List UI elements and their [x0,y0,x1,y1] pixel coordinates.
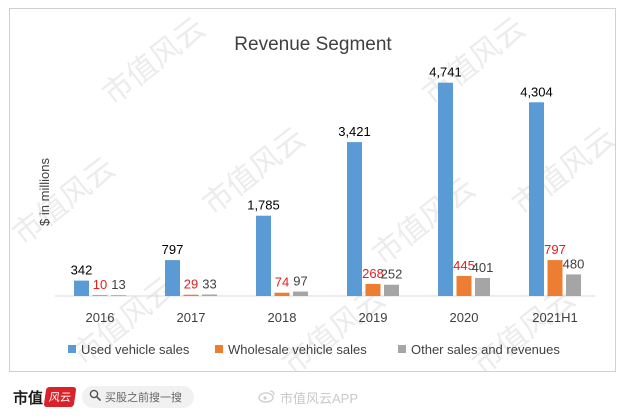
search-placeholder: 买股之前搜一搜 [105,392,182,404]
app-name: 市值风云APP [280,391,359,406]
x-tick-2016: 2016 [86,310,115,325]
data-label-used-vehicle-sales-2020: 4,741 [429,65,462,80]
bar-wholesale-vehicle-sales-2018 [274,292,290,296]
y-axis-label: $ in millions [37,158,52,226]
chart-frame: 市值风云 市值风云 市值风云 市值风云 市值风云 市值风云 市值风云 市值风云 市值风云 Rev… [7,8,622,382]
data-label-used-vehicle-sales-2019: 3,421 [338,124,371,139]
data-label-other-sales-2020: 401 [472,260,494,275]
data-label-used-vehicle-sales-2021H1: 4,304 [520,84,553,99]
legend-swatch-used-vehicle-sales [68,345,76,353]
watermark-text: 市值风云 [367,172,482,272]
footer-bar: 市值 风云 买股之前搜一搜 市值风云APP [0,378,626,416]
data-label-other-sales-2017: 33 [202,277,216,292]
app-watermark: 市值风云APP [258,388,358,407]
bar-other-sales-2019 [384,284,399,296]
bar-other-sales-2017 [202,294,217,296]
legend-label-other-sales: Other sales and revenues [411,342,560,357]
legend-label-wholesale-vehicle-sales: Wholesale vehicle sales [228,342,367,357]
bar-wholesale-vehicle-sales-2016 [92,295,108,296]
bars-layer [74,82,581,296]
data-label-other-sales-2019: 252 [381,267,403,282]
brand-logo: 市值 风云 [13,386,77,408]
chart-title: Revenue Segment [234,34,392,55]
data-label-wholesale-vehicle-sales-2019: 268 [362,266,384,281]
data-label-other-sales-2021H1: 480 [563,256,585,271]
watermark-text: 市值风云 [10,152,122,252]
weibo-icon [258,389,276,406]
bar-used-vehicle-sales-2017 [165,260,180,296]
bar-other-sales-2020 [475,278,490,296]
search-box[interactable]: 买股之前搜一搜 [82,386,194,408]
x-tick-2020: 2020 [450,310,479,325]
watermark-text: 市值风云 [417,12,532,112]
bar-wholesale-vehicle-sales-2017 [183,294,199,296]
bar-used-vehicle-sales-2018 [256,215,271,296]
bar-other-sales-2021H1 [566,274,581,296]
data-label-wholesale-vehicle-sales-2018: 74 [275,275,289,290]
bar-other-sales-2018 [293,291,308,296]
bar-other-sales-2016 [111,295,126,296]
legend: Used vehicle sales Wholesale vehicle sale… [68,342,560,357]
x-tick-2019: 2019 [359,310,388,325]
x-tick-2018: 2018 [268,310,297,325]
x-tick-2017: 2017 [177,310,206,325]
data-label-used-vehicle-sales-2017: 797 [162,242,184,257]
brand-seal: 风云 [43,387,77,407]
data-label-wholesale-vehicle-sales-2021H1: 797 [544,242,566,257]
bar-used-vehicle-sales-2021H1 [529,102,544,296]
watermark-text: 市值风云 [97,12,212,112]
bar-wholesale-vehicle-sales-2019 [365,283,381,296]
data-label-used-vehicle-sales-2016: 342 [71,263,93,278]
legend-swatch-other-sales [398,345,406,353]
brand-text: 市值 [13,389,44,407]
data-label-other-sales-2016: 13 [111,277,125,292]
x-tick-2021H1: 2021H1 [532,310,578,325]
legend-label-used-vehicle-sales: Used vehicle sales [81,342,190,357]
data-label-wholesale-vehicle-sales-2020: 445 [453,258,475,273]
bar-used-vehicle-sales-2019 [347,142,362,296]
bar-wholesale-vehicle-sales-2021H1 [547,260,563,296]
x-tick-labels: 2016 2017 2018 2019 2020 2021H1 [86,310,578,325]
search-icon [89,388,101,406]
data-label-wholesale-vehicle-sales-2017: 29 [184,277,198,292]
bar-used-vehicle-sales-2020 [438,82,453,296]
watermark-text: 市值风云 [507,122,615,222]
data-label-other-sales-2018: 97 [293,274,307,289]
data-label-wholesale-vehicle-sales-2016: 10 [93,277,107,292]
bar-wholesale-vehicle-sales-2020 [456,276,472,296]
data-label-used-vehicle-sales-2018: 1,785 [247,198,280,213]
legend-swatch-wholesale-vehicle-sales [215,345,223,353]
bar-used-vehicle-sales-2016 [74,280,89,296]
